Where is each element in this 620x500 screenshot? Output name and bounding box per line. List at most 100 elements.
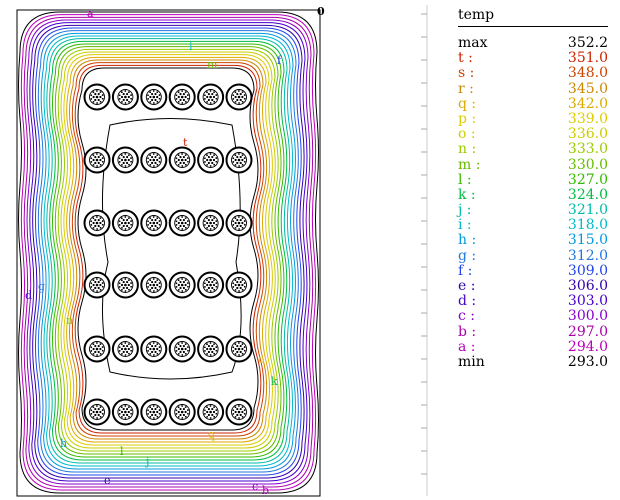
- legend-key: t :: [458, 50, 473, 67]
- legend-row: m : 330.0: [458, 157, 608, 173]
- contour-line: [26, 19, 311, 485]
- contour-line: [60, 51, 276, 449]
- contour-line: [23, 16, 314, 488]
- contour-line: [35, 27, 302, 476]
- legend-value: 339.0: [567, 110, 608, 127]
- cable-cross-section: [225, 146, 253, 174]
- domain-boundary: [16, 9, 321, 497]
- cable-cross-section: [168, 83, 196, 111]
- cable-cross-section: [111, 335, 139, 363]
- contour-line: [46, 38, 291, 464]
- legend-key: e :: [458, 278, 476, 294]
- legend-value: 306.0: [567, 278, 608, 294]
- legend-row: g : 312.0: [458, 248, 608, 264]
- contour-label: l: [120, 445, 124, 458]
- contour-label: n: [66, 314, 73, 327]
- contour-line: [66, 56, 271, 443]
- cable-cross-section: [140, 335, 168, 363]
- cable-cross-section: [140, 271, 168, 299]
- legend-title: temp: [458, 7, 495, 23]
- contour-line: [32, 24, 305, 479]
- contour-line: [63, 54, 273, 446]
- legend-row: l : 327.0: [458, 171, 608, 188]
- cable-cross-section: [197, 398, 225, 426]
- legend-value: 351.0: [567, 50, 608, 67]
- contour-line: [54, 46, 282, 455]
- legend-divider: [458, 26, 608, 27]
- cable-cross-section: [168, 271, 196, 299]
- legend-value: 303.0: [567, 293, 608, 310]
- legend-row: t : 351.0: [458, 50, 608, 67]
- legend-key: i :: [458, 217, 472, 234]
- contour-label: f: [277, 54, 282, 67]
- legend-row: d : 303.0: [458, 293, 608, 310]
- cable-array: [83, 83, 253, 426]
- legend-row: a : 294.0: [458, 339, 608, 355]
- contour-line: [49, 40, 288, 461]
- contour-line: [20, 14, 317, 491]
- legend-value: 348.0: [567, 65, 608, 82]
- contour-label: m: [207, 58, 218, 71]
- legend-value: 342.0: [567, 95, 608, 112]
- contour-line: [52, 43, 285, 458]
- legend-value: 336.0: [567, 126, 608, 143]
- contour-line: [18, 11, 319, 494]
- legend-row: r : 345.0: [458, 80, 608, 97]
- legend-value: 345.0: [567, 80, 608, 97]
- legend-row: h : 315.0: [458, 233, 608, 248]
- contour-line: [74, 64, 262, 434]
- cable-cross-section: [140, 146, 168, 174]
- cable-cross-section: [83, 83, 111, 111]
- legend-row: p : 339.0: [458, 110, 608, 127]
- legend-row: o : 336.0: [458, 126, 608, 143]
- contour-line: [77, 67, 259, 431]
- cable-cross-section: [111, 271, 139, 299]
- contour-label: d: [25, 289, 32, 302]
- contour-label: b: [262, 484, 269, 497]
- contour-label: i: [189, 40, 193, 53]
- legend-value: 297.0: [567, 323, 608, 340]
- contour-lines: [18, 11, 319, 494]
- contour-label: o: [258, 353, 265, 366]
- legend-key: f :: [458, 262, 473, 279]
- legend-key: r :: [458, 80, 474, 97]
- cable-cross-section: [197, 335, 225, 363]
- legend-value: 318.0: [567, 217, 608, 234]
- legend-key: max: [458, 35, 488, 51]
- legend-row: i : 318.0: [458, 218, 608, 233]
- legend-row: b : 297.0: [458, 323, 608, 340]
- legend-value: 324.0: [567, 186, 608, 203]
- contour-line: [37, 30, 299, 473]
- cable-cross-section: [111, 146, 139, 174]
- legend-key: k :: [458, 186, 476, 203]
- cable-cross-section: [83, 271, 111, 299]
- legend-value: 293.0: [567, 353, 608, 370]
- cable-cross-section: [225, 83, 253, 111]
- legend-key: d :: [458, 293, 477, 310]
- cable-cross-section: [83, 146, 111, 174]
- legend-key: p :: [458, 110, 477, 127]
- legend-row: q : 342.0: [458, 95, 608, 112]
- legend-key: o :: [458, 126, 476, 143]
- contour-line: [57, 48, 279, 452]
- contour-labels: a i m f t gd n ok q h l j e c b: [25, 7, 282, 497]
- legend-row: j : 321.0: [458, 202, 608, 219]
- cable-cross-section: [225, 271, 253, 299]
- legend-key: s :: [458, 65, 475, 82]
- legend-row: n : 333.0: [458, 142, 608, 157]
- legend-row: k : 324.0: [458, 186, 608, 203]
- contour-label: q: [208, 428, 215, 441]
- contour-label: t: [183, 136, 188, 149]
- legend-value: 309.0: [567, 262, 608, 279]
- legend-row: max 352.2: [458, 35, 608, 51]
- legend-key: j :: [458, 202, 472, 219]
- contour-line: [29, 22, 308, 482]
- legend-key: l :: [458, 171, 472, 188]
- cable-cross-section: [140, 209, 168, 237]
- cable-cross-section: [168, 398, 196, 426]
- legend-key: n :: [458, 141, 477, 158]
- legend-row: e : 306.0: [458, 278, 608, 294]
- cable-cross-section: [111, 209, 139, 237]
- cable-cross-section: [111, 83, 139, 111]
